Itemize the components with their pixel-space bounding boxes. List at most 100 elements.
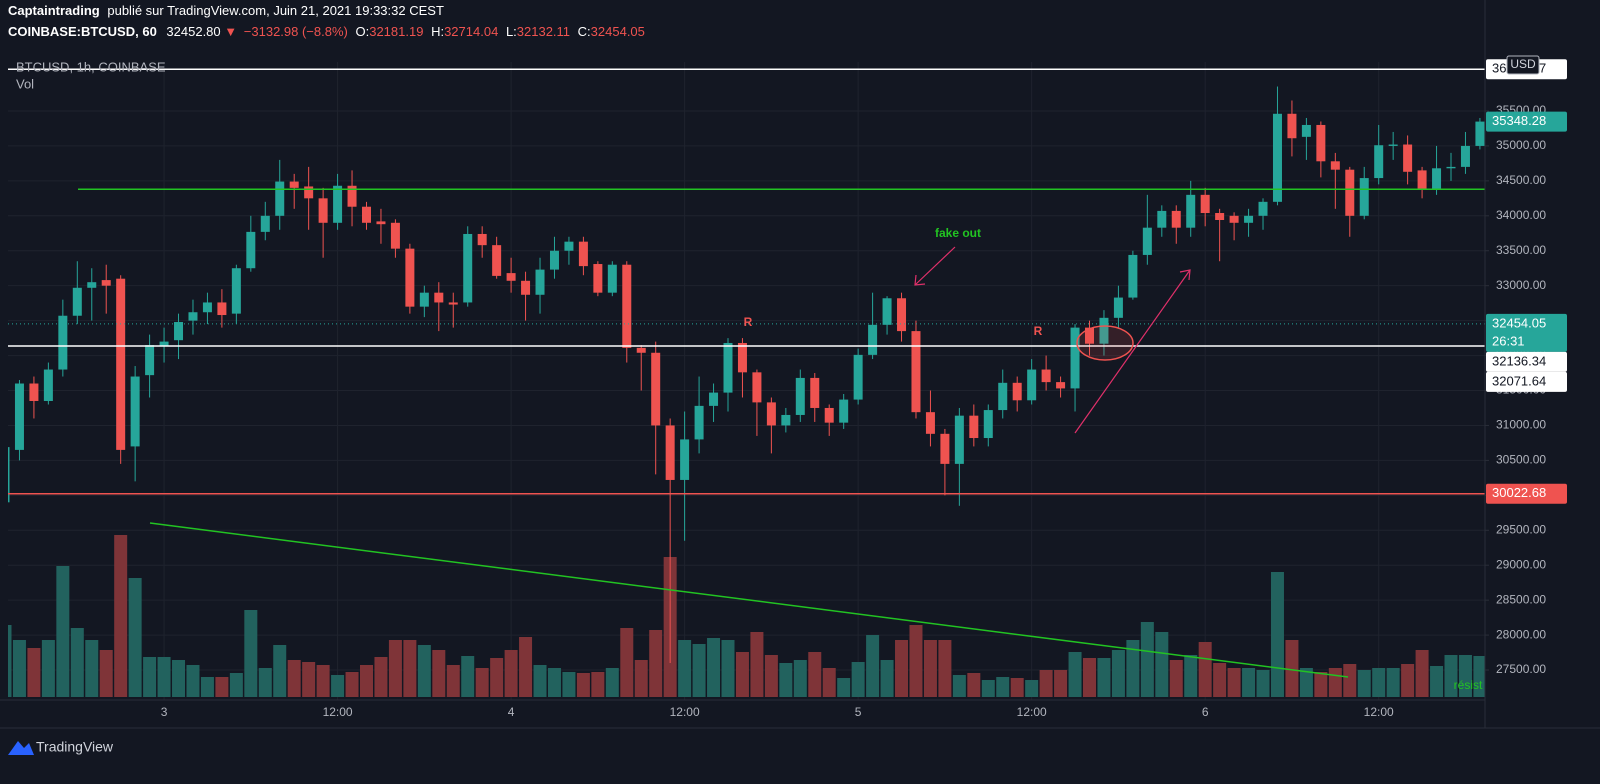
open: 32181.19 (369, 24, 423, 39)
volume-bar (417, 645, 431, 697)
annotation: fake out (935, 226, 981, 240)
candle-body (419, 292, 429, 307)
candle-body (1012, 382, 1022, 401)
arrow (914, 246, 956, 286)
candle-body (43, 369, 53, 401)
volume-layer (8, 535, 1485, 697)
volume-bar (1184, 655, 1198, 697)
candle-body (766, 402, 776, 426)
volume-bar (562, 672, 576, 697)
candle-body (680, 439, 690, 480)
candle-body (376, 221, 386, 225)
candle-body (145, 345, 155, 376)
price-label-box (1486, 351, 1567, 372)
volume-bar (735, 652, 749, 697)
high-label: H: (431, 24, 444, 39)
candle-body (1359, 178, 1369, 216)
candle-body (174, 322, 184, 341)
candle-body (1099, 317, 1109, 344)
volume-bar (172, 660, 186, 697)
volume-bar (56, 566, 70, 697)
volume-bar (1198, 642, 1212, 697)
candle-body (593, 264, 603, 293)
candle-body (578, 241, 588, 267)
published: publié sur TradingView.com, Juin 21, 202… (107, 3, 444, 18)
candle-body (521, 280, 531, 295)
candle-body (1200, 194, 1210, 214)
volume-bar (1386, 668, 1400, 697)
price-label: 35348.28 (1492, 113, 1546, 128)
annotation: R (744, 315, 753, 329)
candle-body (1403, 144, 1413, 172)
volume-bar (605, 668, 619, 697)
volume-bar (1256, 670, 1270, 697)
volume-bar (70, 628, 84, 697)
candle-body (622, 264, 632, 348)
header-line: COINBASE:BTCUSD, 60 32452.80 ▼ −3132.98 … (8, 24, 645, 39)
volume-bar (331, 675, 345, 697)
candle-body (853, 354, 863, 400)
candle-body (29, 383, 39, 401)
volume-bar (895, 640, 909, 697)
countdown: 26:31 (1492, 333, 1525, 348)
volume-title: Vol (16, 76, 34, 91)
volume-bar (1415, 650, 1429, 697)
volume-bar (981, 680, 995, 697)
candle-body (882, 298, 892, 325)
volume-bar (707, 638, 721, 697)
candle-body (260, 215, 270, 232)
volume-bar (273, 645, 287, 697)
volume-bar (186, 665, 200, 697)
volume-bar (128, 578, 142, 697)
volume-bar (1111, 650, 1125, 697)
price-label: 32136.34 (1492, 353, 1546, 368)
y-tick-label: 31000.00 (1496, 418, 1546, 432)
candle-body (116, 278, 126, 450)
candle-body (607, 264, 617, 293)
volume-bar (1025, 680, 1039, 697)
candle-body (347, 185, 357, 207)
volume-bar (360, 665, 373, 697)
volume-bar (779, 663, 793, 697)
volume-bar (432, 650, 446, 697)
y-tick-label: 34500.00 (1496, 173, 1546, 187)
candle-body (925, 412, 935, 434)
volume-bar (866, 635, 880, 697)
volume-bar (909, 625, 923, 697)
volume-bar (880, 660, 894, 697)
candle-body (463, 233, 473, 303)
price-axis: 27500.00 28000.00 28500.00 29000.00 29500.00… (1485, 59, 1567, 676)
candle-body (492, 245, 502, 276)
symbol: COINBASE:BTCUSD, 60 (8, 24, 157, 39)
candle-body (1475, 121, 1485, 146)
volume-bar (374, 657, 388, 697)
candle-body (549, 250, 559, 270)
volume-bar (721, 640, 735, 697)
candle-body (1171, 210, 1181, 228)
candle-body (694, 405, 704, 440)
volume-bar (1242, 668, 1256, 697)
volume-bar (620, 628, 634, 697)
volume-bar (1270, 572, 1284, 697)
volume-bar (1328, 668, 1342, 697)
volume-bar (99, 650, 113, 697)
candle-body (1027, 369, 1037, 401)
y-tick-label: 29000.00 (1496, 557, 1546, 571)
volume-bar (952, 675, 966, 697)
volume-bar (1126, 640, 1140, 697)
candle-body (1258, 201, 1268, 216)
price-label: 32071.64 (1492, 373, 1546, 388)
last: 32452.80 (166, 24, 220, 39)
volume-bar (244, 610, 258, 697)
candle-body (1272, 113, 1282, 202)
pane-title: BTCUSD, 1h, COINBASE (16, 59, 166, 74)
candle-body (983, 410, 993, 439)
volume-bar (446, 665, 460, 697)
price-label: 30022.68 (1492, 485, 1546, 500)
candle-body (1215, 213, 1225, 220)
volume-bar (1343, 664, 1357, 697)
logo (8, 741, 34, 755)
candle-body (795, 377, 805, 415)
candle-body (1085, 327, 1094, 344)
volume-bar (316, 665, 330, 697)
